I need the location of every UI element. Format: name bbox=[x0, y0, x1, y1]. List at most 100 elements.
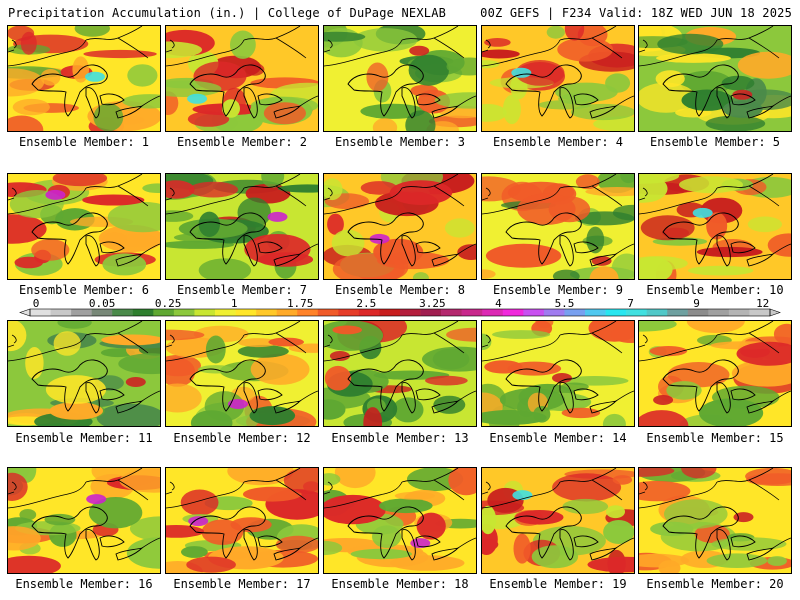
colorbar-tick-label: 4 bbox=[495, 298, 502, 310]
precip-blob bbox=[552, 269, 580, 279]
precip-blob bbox=[166, 383, 202, 413]
border-lines bbox=[482, 174, 634, 255]
precip-blob bbox=[687, 265, 754, 276]
precip-blob bbox=[353, 28, 418, 52]
precip-blob bbox=[745, 468, 791, 485]
precip-blob bbox=[372, 525, 402, 548]
ensemble-member-label: Ensemble Member: 17 bbox=[173, 577, 311, 591]
precip-blob bbox=[656, 53, 731, 63]
precip-blob bbox=[773, 323, 791, 345]
ensemble-member-label: Ensemble Member: 9 bbox=[492, 283, 624, 297]
border-lines bbox=[8, 321, 160, 402]
precip-map-3 bbox=[324, 26, 476, 131]
great-lakes-outline bbox=[189, 64, 302, 119]
precip-blob bbox=[118, 353, 160, 375]
precip-blob bbox=[605, 73, 631, 93]
ensemble-panel-8 bbox=[323, 173, 477, 280]
precip-blob bbox=[639, 553, 690, 568]
precip-blob bbox=[14, 256, 44, 269]
colorbar-segment bbox=[400, 309, 421, 316]
precip-blob bbox=[166, 357, 196, 387]
colorbar-segment bbox=[708, 309, 730, 316]
precip-blob bbox=[187, 111, 230, 127]
precip-max bbox=[552, 373, 572, 383]
precip-blob bbox=[649, 346, 688, 357]
colorbar-tick-label: 2.5 bbox=[356, 298, 376, 310]
great-lakes-outline bbox=[662, 212, 775, 267]
ensemble-panel-3 bbox=[323, 25, 477, 132]
colorbar-segment bbox=[112, 309, 134, 316]
colorbar-segment bbox=[50, 309, 72, 316]
precip-blob bbox=[324, 540, 343, 556]
border-lines bbox=[8, 468, 160, 549]
precip-blob bbox=[244, 234, 311, 265]
precip-blob bbox=[31, 239, 70, 261]
ensemble-panel-20 bbox=[638, 467, 792, 574]
precip-map-15 bbox=[639, 321, 791, 426]
border-lines bbox=[8, 174, 160, 255]
precip-blob bbox=[122, 94, 160, 109]
precip-blob bbox=[482, 60, 500, 69]
colorbar-segment bbox=[749, 309, 771, 316]
precip-blob bbox=[603, 520, 634, 544]
colorbar-segment bbox=[585, 309, 606, 316]
precip-blob bbox=[405, 110, 436, 131]
border-lines bbox=[639, 26, 791, 107]
precip-blob bbox=[40, 69, 61, 86]
ensemble-panel-15 bbox=[638, 320, 792, 427]
colorbar-segment bbox=[461, 309, 483, 316]
colorbar-tick-label: 1.75 bbox=[287, 298, 314, 310]
precip-blob bbox=[275, 535, 318, 553]
ensemble-panel-18 bbox=[323, 467, 477, 574]
precip-blob bbox=[324, 31, 366, 42]
great-lakes-outline bbox=[31, 64, 144, 119]
precip-blob bbox=[502, 94, 521, 125]
great-lakes-outline bbox=[347, 212, 460, 267]
precip-blob bbox=[8, 555, 61, 573]
colorbar-segment bbox=[379, 309, 401, 316]
precip-map-2 bbox=[166, 26, 318, 131]
precip-blob bbox=[667, 362, 730, 388]
great-lakes-outline bbox=[662, 64, 775, 119]
colorbar-segment bbox=[564, 309, 586, 316]
precip-blob bbox=[166, 41, 203, 59]
colorbar-segment bbox=[420, 309, 442, 316]
precip-max bbox=[732, 89, 753, 100]
precip-blob bbox=[639, 321, 677, 332]
precip-blob bbox=[96, 403, 160, 426]
colorbar-segment bbox=[646, 309, 668, 316]
ensemble-member-label: Ensemble Member: 16 bbox=[15, 577, 153, 591]
precip-max bbox=[369, 233, 390, 244]
colorbar-segment bbox=[667, 309, 689, 316]
model-run-info: 00Z GEFS | F234 Valid: 18Z WED JUN 18 20… bbox=[480, 6, 792, 20]
colorbar-segment bbox=[523, 309, 545, 316]
precip-blob bbox=[705, 115, 766, 131]
colorbar-tick-label: 0 bbox=[33, 298, 40, 310]
precip-blob bbox=[444, 218, 475, 238]
precip-blob bbox=[12, 98, 50, 116]
precip-blob bbox=[8, 68, 45, 97]
precip-blob bbox=[657, 33, 724, 55]
precip-blob bbox=[560, 382, 589, 392]
precip-blob bbox=[268, 337, 304, 347]
precip-map-16 bbox=[8, 468, 160, 573]
great-lakes-outline bbox=[189, 212, 302, 267]
colorbar-segment bbox=[626, 309, 647, 316]
precip-blob bbox=[102, 232, 127, 246]
ensemble-panel-14 bbox=[481, 320, 635, 427]
precip-blob bbox=[334, 468, 376, 489]
precip-blob bbox=[8, 115, 44, 131]
colorbar-segment bbox=[687, 309, 709, 316]
precip-blob bbox=[93, 103, 124, 131]
precip-blob bbox=[650, 521, 694, 537]
precip-blob bbox=[44, 513, 76, 526]
border-lines bbox=[324, 26, 476, 107]
precip-blob bbox=[8, 321, 27, 352]
precip-blob bbox=[515, 60, 565, 86]
precip-max bbox=[267, 211, 288, 222]
precip-blob bbox=[101, 334, 160, 346]
ensemble-member-label: Ensemble Member: 13 bbox=[331, 431, 469, 445]
precip-blob bbox=[639, 480, 691, 502]
border-lines bbox=[324, 174, 476, 255]
ensemble-panel-5 bbox=[638, 25, 792, 132]
